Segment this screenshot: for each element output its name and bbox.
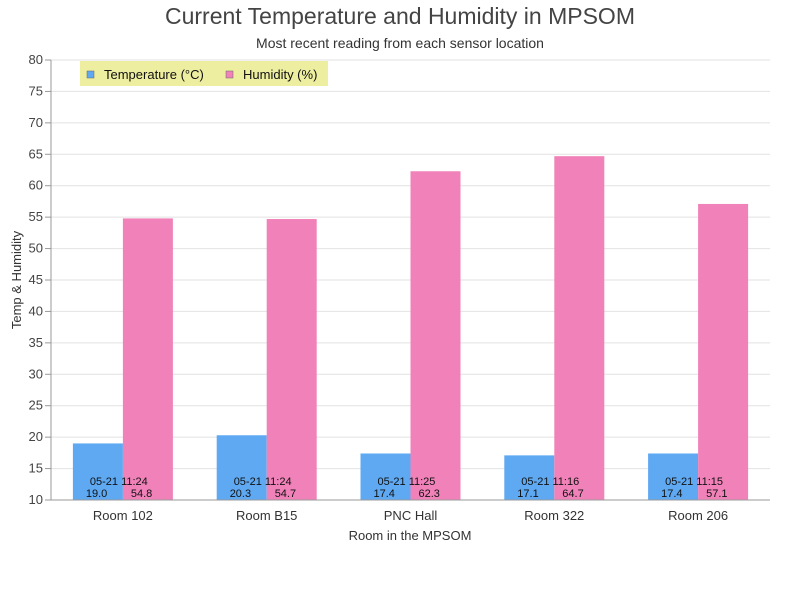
temperature-bar xyxy=(216,435,267,500)
temperature-bar xyxy=(360,453,411,500)
temperature-bar xyxy=(648,453,699,500)
y-tick-label: 75 xyxy=(29,83,43,98)
timestamp-label: 05-21 11:25 xyxy=(378,476,436,488)
x-tick-label: Room B15 xyxy=(236,508,297,523)
humidity-bar xyxy=(266,219,317,500)
timestamp-label: 05-21 11:15 xyxy=(665,476,723,488)
x-tick-label: Room 102 xyxy=(93,508,153,523)
y-tick-label: 60 xyxy=(29,178,43,193)
humidity-value-label: 64.7 xyxy=(562,488,583,500)
humidity-bar xyxy=(410,171,461,500)
chart-subtitle: Most recent reading from each sensor loc… xyxy=(256,35,544,51)
temperature-value-label: 17.4 xyxy=(661,488,682,500)
legend-swatch-temperature xyxy=(86,70,95,79)
y-tick-label: 55 xyxy=(29,209,43,224)
y-tick-label: 25 xyxy=(29,398,43,413)
x-tick-label: Room 322 xyxy=(524,508,584,523)
humidity-value-label: 62.3 xyxy=(419,488,440,500)
temperature-value-label: 20.3 xyxy=(230,488,251,500)
y-tick-label: 35 xyxy=(29,335,43,350)
temperature-value-label: 17.4 xyxy=(374,488,395,500)
bars xyxy=(72,156,749,500)
temperature-value-label: 17.1 xyxy=(517,488,538,500)
y-axis-title: Temp & Humidity xyxy=(9,230,24,329)
y-tick-label: 70 xyxy=(29,115,43,130)
legend-label-humidity: Humidity (%) xyxy=(243,67,317,82)
y-tick-label: 20 xyxy=(29,429,43,444)
humidity-bar xyxy=(698,203,749,500)
y-tick-label: 40 xyxy=(29,303,43,318)
temperature-bar xyxy=(504,455,555,500)
legend-swatch-humidity xyxy=(225,70,234,79)
humidity-value-label: 54.8 xyxy=(131,488,152,500)
x-axis-title: Room in the MPSOM xyxy=(349,528,472,543)
chart-title: Current Temperature and Humidity in MPSO… xyxy=(165,3,635,29)
x-tick-label: Room 206 xyxy=(668,508,728,523)
y-tick-label: 15 xyxy=(29,461,43,476)
y-tick-label: 50 xyxy=(29,241,43,256)
timestamp-label: 05-21 11:16 xyxy=(521,476,579,488)
legend-background xyxy=(80,61,328,86)
timestamp-label: 05-21 11:24 xyxy=(90,476,148,488)
humidity-bar xyxy=(554,156,605,500)
humidity-value-label: 57.1 xyxy=(706,488,727,500)
legend-label-temperature: Temperature (°C) xyxy=(104,67,204,82)
y-tick-label: 45 xyxy=(29,272,43,287)
temperature-value-label: 19.0 xyxy=(86,488,107,500)
y-tick-label: 30 xyxy=(29,366,43,381)
axes: 10 15 20 25 30 35 40 45 50 55 60 65 70 75 80 Room 102 Ro… xyxy=(29,52,770,523)
y-tick-label: 65 xyxy=(29,146,43,161)
temperature-bar xyxy=(72,443,123,500)
y-tick-label: 80 xyxy=(29,52,43,67)
legend: Temperature (°C) Humidity (%) xyxy=(80,61,328,86)
y-tick-label: 10 xyxy=(29,492,43,507)
timestamp-label: 05-21 11:24 xyxy=(234,476,292,488)
humidity-value-label: 54.7 xyxy=(275,488,296,500)
humidity-bar xyxy=(122,218,173,500)
x-tick-label: PNC Hall xyxy=(384,508,438,523)
